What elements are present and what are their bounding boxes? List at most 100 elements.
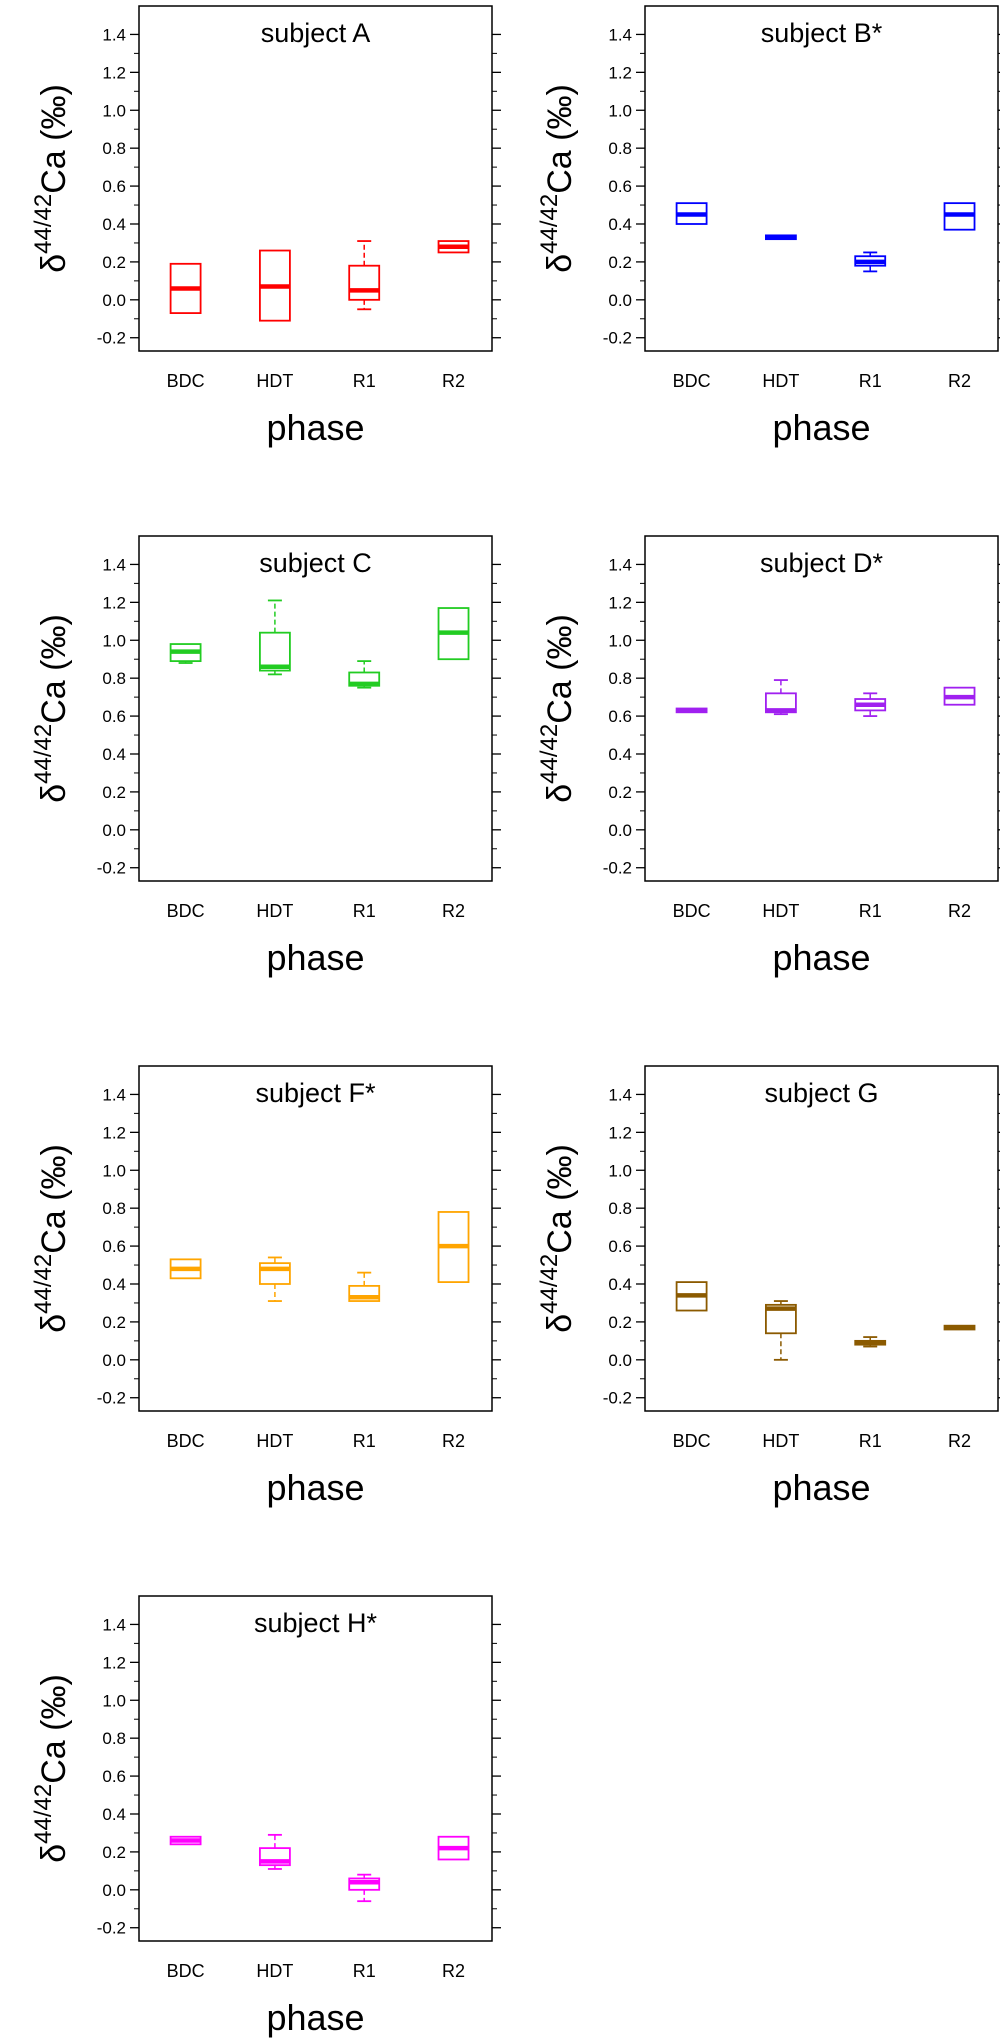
- box-bdc: [169, 262, 202, 314]
- y-axis-label-ca: Ca (‰): [541, 84, 579, 194]
- y-axis-label-superscript: 44/42: [30, 1254, 57, 1314]
- y-tick-label: 0.6: [102, 1767, 126, 1786]
- y-axis-label: δ44/42Ca (‰): [536, 1144, 579, 1333]
- y-tick-label: 1.0: [608, 631, 632, 650]
- y-tick-label: 0.8: [608, 1199, 632, 1218]
- box-bdc: [169, 1835, 202, 1846]
- x-tick-label: R1: [859, 901, 882, 921]
- y-axis-label: δ44/42Ca (‰): [536, 614, 579, 803]
- x-axis-label: phase: [266, 1997, 364, 2038]
- y-tick-label: 1.0: [102, 1161, 126, 1180]
- y-tick-label: 0.4: [102, 1805, 126, 1824]
- box-iqr: [348, 1284, 381, 1302]
- plot-frame: [644, 5, 999, 352]
- x-tick-label: BDC: [673, 1431, 711, 1451]
- x-tick-label: BDC: [167, 1961, 205, 1981]
- box-bdc: [675, 1281, 708, 1312]
- y-tick-label: 1.0: [102, 101, 126, 120]
- x-tick-label: R1: [353, 1961, 376, 1981]
- box-r2: [437, 240, 470, 254]
- x-tick-label: R2: [442, 1961, 465, 1981]
- box-iqr: [348, 264, 381, 301]
- y-tick-label: 0.0: [102, 821, 126, 840]
- box-hdt: [765, 234, 797, 241]
- plot-frame: [138, 1595, 493, 1942]
- y-tick-label: 1.4: [608, 25, 632, 44]
- y-tick-label: 0.2: [102, 783, 126, 802]
- y-tick-label: 0.8: [102, 669, 126, 688]
- y-tick-label: 1.4: [102, 1085, 126, 1104]
- box-bdc: [169, 643, 202, 664]
- y-tick-label: 1.2: [102, 63, 126, 82]
- x-axis-label: phase: [266, 937, 364, 978]
- box-hdt: [765, 1300, 797, 1361]
- y-tick-label: 0.4: [102, 1275, 126, 1294]
- plot-frame: [644, 1065, 999, 1412]
- y-tick-label: -0.2: [603, 1389, 632, 1408]
- y-axis-label-superscript: 44/42: [536, 1254, 563, 1314]
- box-r2: [943, 202, 976, 231]
- y-tick-label: 1.2: [102, 593, 126, 612]
- chart-title: subject A: [261, 18, 371, 48]
- box-r2: [437, 1211, 470, 1283]
- y-tick-label: 0.0: [608, 821, 632, 840]
- y-tick-label: 1.2: [608, 63, 632, 82]
- y-axis-label-superscript: 44/42: [30, 724, 57, 784]
- chart-panel-4: subject D* 1.4 1.2 1.0 0.8 0.6 0.4 0.2 0.0 -0.2 δ4…: [536, 535, 1000, 978]
- box-r1: [348, 660, 381, 689]
- x-tick-label: HDT: [256, 901, 293, 921]
- box-iqr: [259, 1262, 291, 1285]
- y-tick-label: 1.2: [608, 593, 632, 612]
- box-hdt: [259, 1833, 291, 1870]
- box-r1: [854, 692, 887, 717]
- chart-panel-2: subject B* 1.4 1.2 1.0 0.8 0.6 0.4 0.2 0.0 -0.2 δ4…: [536, 5, 1000, 448]
- box-hdt: [765, 679, 797, 716]
- y-tick-label: 0.0: [608, 291, 632, 310]
- box-r1: [854, 251, 887, 273]
- y-tick-label: 0.8: [608, 669, 632, 688]
- y-tick-label: 0.8: [102, 139, 126, 158]
- y-tick-label: 0.2: [608, 1313, 632, 1332]
- x-tick-label: R1: [353, 1431, 376, 1451]
- x-tick-label: HDT: [762, 901, 799, 921]
- y-tick-label: 0.0: [102, 291, 126, 310]
- box-r2: [437, 607, 470, 661]
- box-r2: [437, 1835, 470, 1861]
- chart-panel-7: subject H* 1.4 1.2 1.0 0.8 0.6 0.4 0.2 0.0 -0.2 δ4…: [30, 1595, 501, 2038]
- y-tick-label: 1.0: [102, 1691, 126, 1710]
- y-tick-label: -0.2: [603, 859, 632, 878]
- y-axis-label: δ44/42Ca (‰): [30, 84, 73, 273]
- box-r1: [854, 1336, 887, 1348]
- x-tick-label: BDC: [167, 901, 205, 921]
- y-tick-label: 0.4: [608, 215, 632, 234]
- box-bdc: [169, 1258, 202, 1280]
- box-iqr: [259, 631, 291, 672]
- x-tick-label: R1: [859, 1431, 882, 1451]
- y-axis-label-superscript: 44/42: [536, 724, 563, 784]
- x-axis-label: phase: [772, 407, 870, 448]
- chart-title: subject C: [259, 548, 372, 578]
- plot-frame: [138, 535, 493, 882]
- y-axis-label: δ44/42Ca (‰): [536, 84, 579, 273]
- x-tick-label: R1: [353, 371, 376, 391]
- chart-title: subject G: [764, 1078, 878, 1108]
- y-tick-label: -0.2: [97, 859, 126, 878]
- y-tick-label: 0.0: [102, 1881, 126, 1900]
- box-r2: [943, 1324, 976, 1331]
- plot-frame: [644, 535, 999, 882]
- y-axis-label-superscript: 44/42: [30, 194, 57, 254]
- y-tick-label: 0.6: [102, 707, 126, 726]
- x-axis-label: phase: [772, 1467, 870, 1508]
- y-axis-label-delta: δ: [35, 254, 73, 273]
- plot-frame: [138, 1065, 493, 1412]
- y-tick-label: 1.4: [102, 25, 126, 44]
- y-tick-label: 0.2: [608, 253, 632, 272]
- x-tick-label: R2: [948, 1431, 971, 1451]
- x-tick-label: R1: [859, 371, 882, 391]
- y-tick-label: 0.8: [102, 1199, 126, 1218]
- y-tick-label: 0.6: [608, 177, 632, 196]
- x-axis-label: phase: [772, 937, 870, 978]
- y-tick-label: 0.0: [102, 1351, 126, 1370]
- box-r1: [348, 240, 381, 311]
